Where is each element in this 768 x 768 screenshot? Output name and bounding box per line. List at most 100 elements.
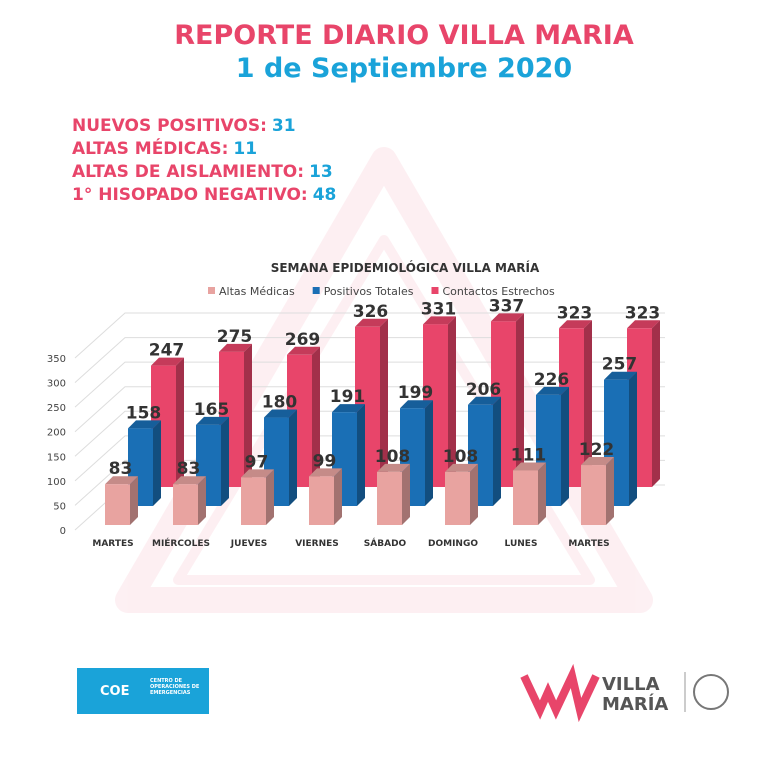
bar-top	[105, 476, 138, 485]
data-label: 226	[534, 370, 570, 390]
bar-top	[377, 463, 410, 472]
y-tick-label: 100	[47, 477, 66, 488]
y-tick-label: 150	[47, 452, 66, 463]
data-label: 331	[421, 299, 457, 319]
data-label: 337	[489, 296, 525, 316]
grid-line	[74, 386, 665, 433]
grid-line	[74, 312, 665, 359]
bar-side	[561, 386, 569, 506]
x-tick-label: MIÉRCOLES	[152, 537, 210, 549]
bar-side	[130, 476, 138, 525]
date: 1 de Septiembre 2020	[236, 53, 572, 84]
data-label: 275	[217, 327, 253, 347]
chart-title: SEMANA EPIDEMIOLÓGICA VILLA MARÍA	[271, 260, 540, 275]
bar-side	[380, 318, 388, 487]
bar-top	[627, 320, 660, 329]
coe-logo: COE CENTRO DE OPERACIONES DE EMERGENCIAS	[77, 668, 209, 714]
bar-side	[334, 468, 342, 525]
data-label: 97	[245, 452, 269, 472]
legend-swatch	[312, 287, 320, 294]
seal	[693, 674, 729, 710]
stat-label: 1° HISOPADO NEGATIVO:	[72, 185, 308, 205]
bar-side	[629, 371, 637, 506]
x-tick-label: SÁBADO	[364, 537, 407, 549]
legend-label: Altas Médicas	[219, 285, 295, 298]
y-tick-label: 0	[60, 526, 66, 537]
data-label: 180	[262, 393, 298, 413]
bar-top	[219, 343, 252, 352]
city-mark	[520, 663, 600, 723]
data-label: 108	[443, 447, 479, 467]
data-label: 111	[511, 445, 547, 465]
stat-value: 31	[272, 116, 296, 136]
legend-label: Contactos Estrechos	[442, 285, 555, 298]
bar-side	[153, 420, 161, 506]
bar-top	[400, 400, 433, 409]
legend-label: Positivos Totales	[324, 285, 414, 298]
stat-value: 13	[309, 162, 333, 182]
bar-top	[196, 416, 229, 425]
bar-side	[198, 476, 206, 525]
stat-value: 48	[313, 185, 337, 205]
data-label: 158	[126, 403, 162, 423]
bar	[377, 471, 402, 525]
bar-top	[355, 318, 388, 327]
data-label: 83	[177, 459, 201, 479]
bar	[241, 477, 266, 525]
bar-top	[264, 409, 297, 418]
data-label: 108	[375, 447, 411, 467]
bar-top	[241, 469, 274, 478]
data-label: 99	[313, 451, 337, 471]
coe-box	[77, 668, 209, 714]
bar-side	[584, 320, 592, 487]
bar-top	[128, 420, 161, 429]
bar-top	[604, 371, 637, 380]
bar	[105, 484, 130, 525]
bar-side	[402, 463, 410, 525]
data-label: 326	[353, 302, 389, 322]
y-tick-label: 50	[53, 501, 66, 512]
data-label: 199	[398, 383, 434, 403]
bar	[513, 470, 538, 525]
x-tick-label: JUEVES	[230, 539, 267, 549]
bar-side	[312, 346, 320, 487]
bar-top	[173, 476, 206, 485]
stat: NUEVOS POSITIVOS: 31	[72, 116, 296, 136]
y-tick-label: 350	[47, 354, 66, 365]
data-label: 323	[557, 303, 593, 323]
bar-top	[423, 316, 456, 325]
x-tick-label: MARTES	[92, 539, 133, 549]
bar-top	[559, 320, 592, 329]
x-tick-label: MARTES	[568, 539, 609, 549]
x-tick-label: LUNES	[505, 539, 538, 549]
title: REPORTE DIARIO VILLA MARIA	[174, 20, 634, 51]
bar-side	[289, 409, 297, 506]
x-tick-label: DOMINGO	[428, 539, 478, 549]
legend-swatch	[431, 287, 439, 294]
y-tick-label: 200	[47, 428, 66, 439]
data-label: 83	[109, 459, 133, 479]
bar-side	[652, 320, 660, 487]
bar-top	[151, 357, 184, 366]
city-logo: VILLA MARÍA	[520, 663, 729, 723]
stat-label: ALTAS MÉDICAS:	[72, 137, 228, 159]
coe: COE	[100, 684, 129, 699]
bar	[173, 484, 198, 525]
bar-top	[491, 313, 524, 322]
city-1: VILLA	[602, 674, 660, 695]
bar-side	[493, 396, 501, 506]
stat: ALTAS MÉDICAS: 11	[72, 137, 257, 159]
bar-top	[536, 386, 569, 395]
bar-top	[468, 396, 501, 405]
bar-side	[538, 462, 546, 525]
stat-value: 11	[233, 139, 257, 159]
chart: 0 50 100 150 200 250 300 350 Altas Médicas Positi…	[47, 285, 665, 549]
bar-side	[448, 316, 456, 487]
data-label: 247	[149, 341, 185, 361]
bar-side	[606, 457, 614, 525]
bar-top	[332, 404, 365, 413]
data-label: 257	[602, 355, 638, 375]
bar	[445, 471, 470, 525]
